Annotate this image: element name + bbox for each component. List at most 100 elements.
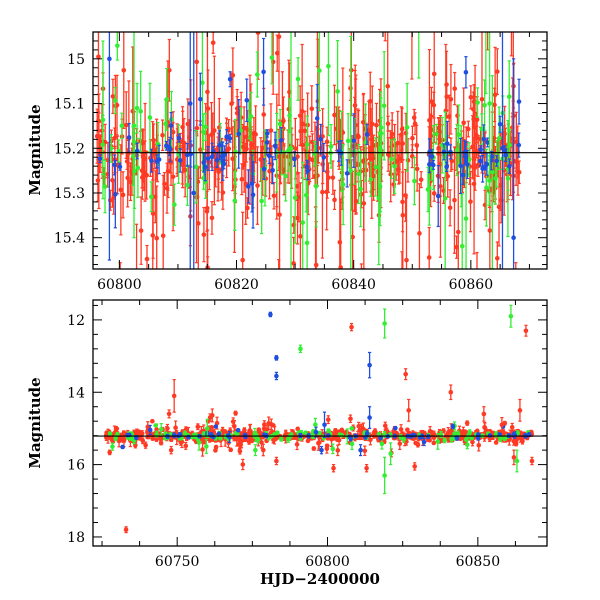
data-point-green <box>348 35 354 269</box>
data-point-red <box>452 146 457 254</box>
bottom-panel-frame <box>92 299 548 547</box>
data-point-red <box>332 189 337 210</box>
data-point-green <box>112 86 118 115</box>
data-point-red <box>324 443 330 454</box>
data-point-red <box>118 144 124 236</box>
data-point-green <box>442 111 448 269</box>
data-point-red <box>298 116 303 147</box>
data-point-red <box>255 32 261 80</box>
data-point-red <box>228 447 234 453</box>
data-point-green <box>102 159 108 214</box>
data-point-red <box>523 324 529 337</box>
data-point-red <box>123 526 129 534</box>
data-point-blue <box>165 434 170 439</box>
data-point-green <box>496 106 502 171</box>
data-point-red <box>468 171 473 233</box>
data-point-red <box>493 440 499 445</box>
data-point-red <box>335 444 341 457</box>
data-point-red <box>400 251 404 269</box>
data-point-green <box>368 161 374 197</box>
data-point-red <box>195 423 201 431</box>
data-point-blue <box>460 165 466 185</box>
data-point-red <box>159 436 164 441</box>
data-point-blue <box>318 123 323 155</box>
data-point-blue <box>516 78 522 125</box>
data-point-green <box>147 82 153 153</box>
data-point-green <box>288 32 294 269</box>
data-point-red <box>399 107 405 151</box>
data-point-green <box>475 87 480 118</box>
data-point-green <box>417 32 421 79</box>
data-point-red <box>486 32 490 51</box>
data-point-red <box>499 416 505 433</box>
data-point-red <box>361 152 366 170</box>
data-point-green <box>378 117 384 150</box>
bottom-panel: 60750 60800 60850 12 14 16 18 Magnitude HJD−24… <box>26 299 548 588</box>
data-point-green <box>158 422 164 436</box>
data-point-red <box>403 368 408 381</box>
data-point-red <box>529 456 535 466</box>
data-point-red <box>294 171 300 201</box>
data-point-green <box>255 51 260 98</box>
x-tick-label: 60800 <box>305 554 350 570</box>
data-point-red <box>417 183 422 269</box>
data-point-red <box>414 124 420 166</box>
data-point-blue <box>326 433 331 438</box>
y-tick-label: 12 <box>67 313 85 329</box>
data-point-green <box>464 440 470 450</box>
data-point-red <box>232 419 237 433</box>
data-point-blue <box>221 158 227 170</box>
data-point-green <box>138 70 143 152</box>
data-point-blue <box>450 423 456 430</box>
data-point-red <box>450 287 455 326</box>
data-point-green <box>388 442 393 466</box>
data-point-green <box>469 435 474 441</box>
top-panel-data-marks <box>93 32 547 326</box>
data-point-red <box>302 110 308 152</box>
data-point-blue <box>205 146 211 172</box>
data-point-red <box>143 441 148 449</box>
data-point-red <box>200 442 205 457</box>
data-point-blue <box>184 142 190 167</box>
data-point-green <box>382 308 387 339</box>
data-point-green <box>330 443 336 455</box>
data-point-red <box>313 206 318 269</box>
data-point-red <box>118 262 122 269</box>
data-point-blue <box>270 156 275 185</box>
data-point-red <box>517 398 523 422</box>
data-point-blue <box>147 424 153 435</box>
data-point-red <box>266 416 272 431</box>
data-point-blue <box>313 426 319 438</box>
data-point-red <box>455 171 461 269</box>
data-point-red <box>359 263 364 269</box>
data-point-green <box>292 151 298 244</box>
data-point-blue <box>429 148 435 165</box>
data-point-red <box>514 262 518 269</box>
data-point-blue <box>266 147 272 165</box>
data-point-red <box>400 171 405 233</box>
data-point-green <box>193 130 199 204</box>
data-point-red <box>160 119 165 152</box>
data-point-green <box>300 161 306 269</box>
data-point-red <box>168 445 174 455</box>
data-point-red <box>429 86 434 117</box>
data-point-red <box>447 189 453 227</box>
data-point-red <box>468 85 474 110</box>
data-point-red <box>429 115 434 144</box>
data-point-red <box>403 168 408 222</box>
data-point-blue <box>500 32 505 269</box>
x-tick-label: 60750 <box>155 554 200 570</box>
data-point-red <box>476 439 482 452</box>
data-point-blue <box>126 123 132 152</box>
data-point-green <box>298 344 303 354</box>
data-point-blue <box>348 436 353 442</box>
data-point-blue <box>507 158 512 174</box>
data-point-red <box>150 436 155 441</box>
data-point-red <box>292 435 298 441</box>
data-point-red <box>120 171 126 219</box>
y-tick-label: 15 <box>67 52 85 68</box>
data-point-red <box>256 427 262 432</box>
data-point-green <box>382 456 387 495</box>
data-point-green <box>119 112 125 139</box>
data-point-green <box>459 193 465 269</box>
